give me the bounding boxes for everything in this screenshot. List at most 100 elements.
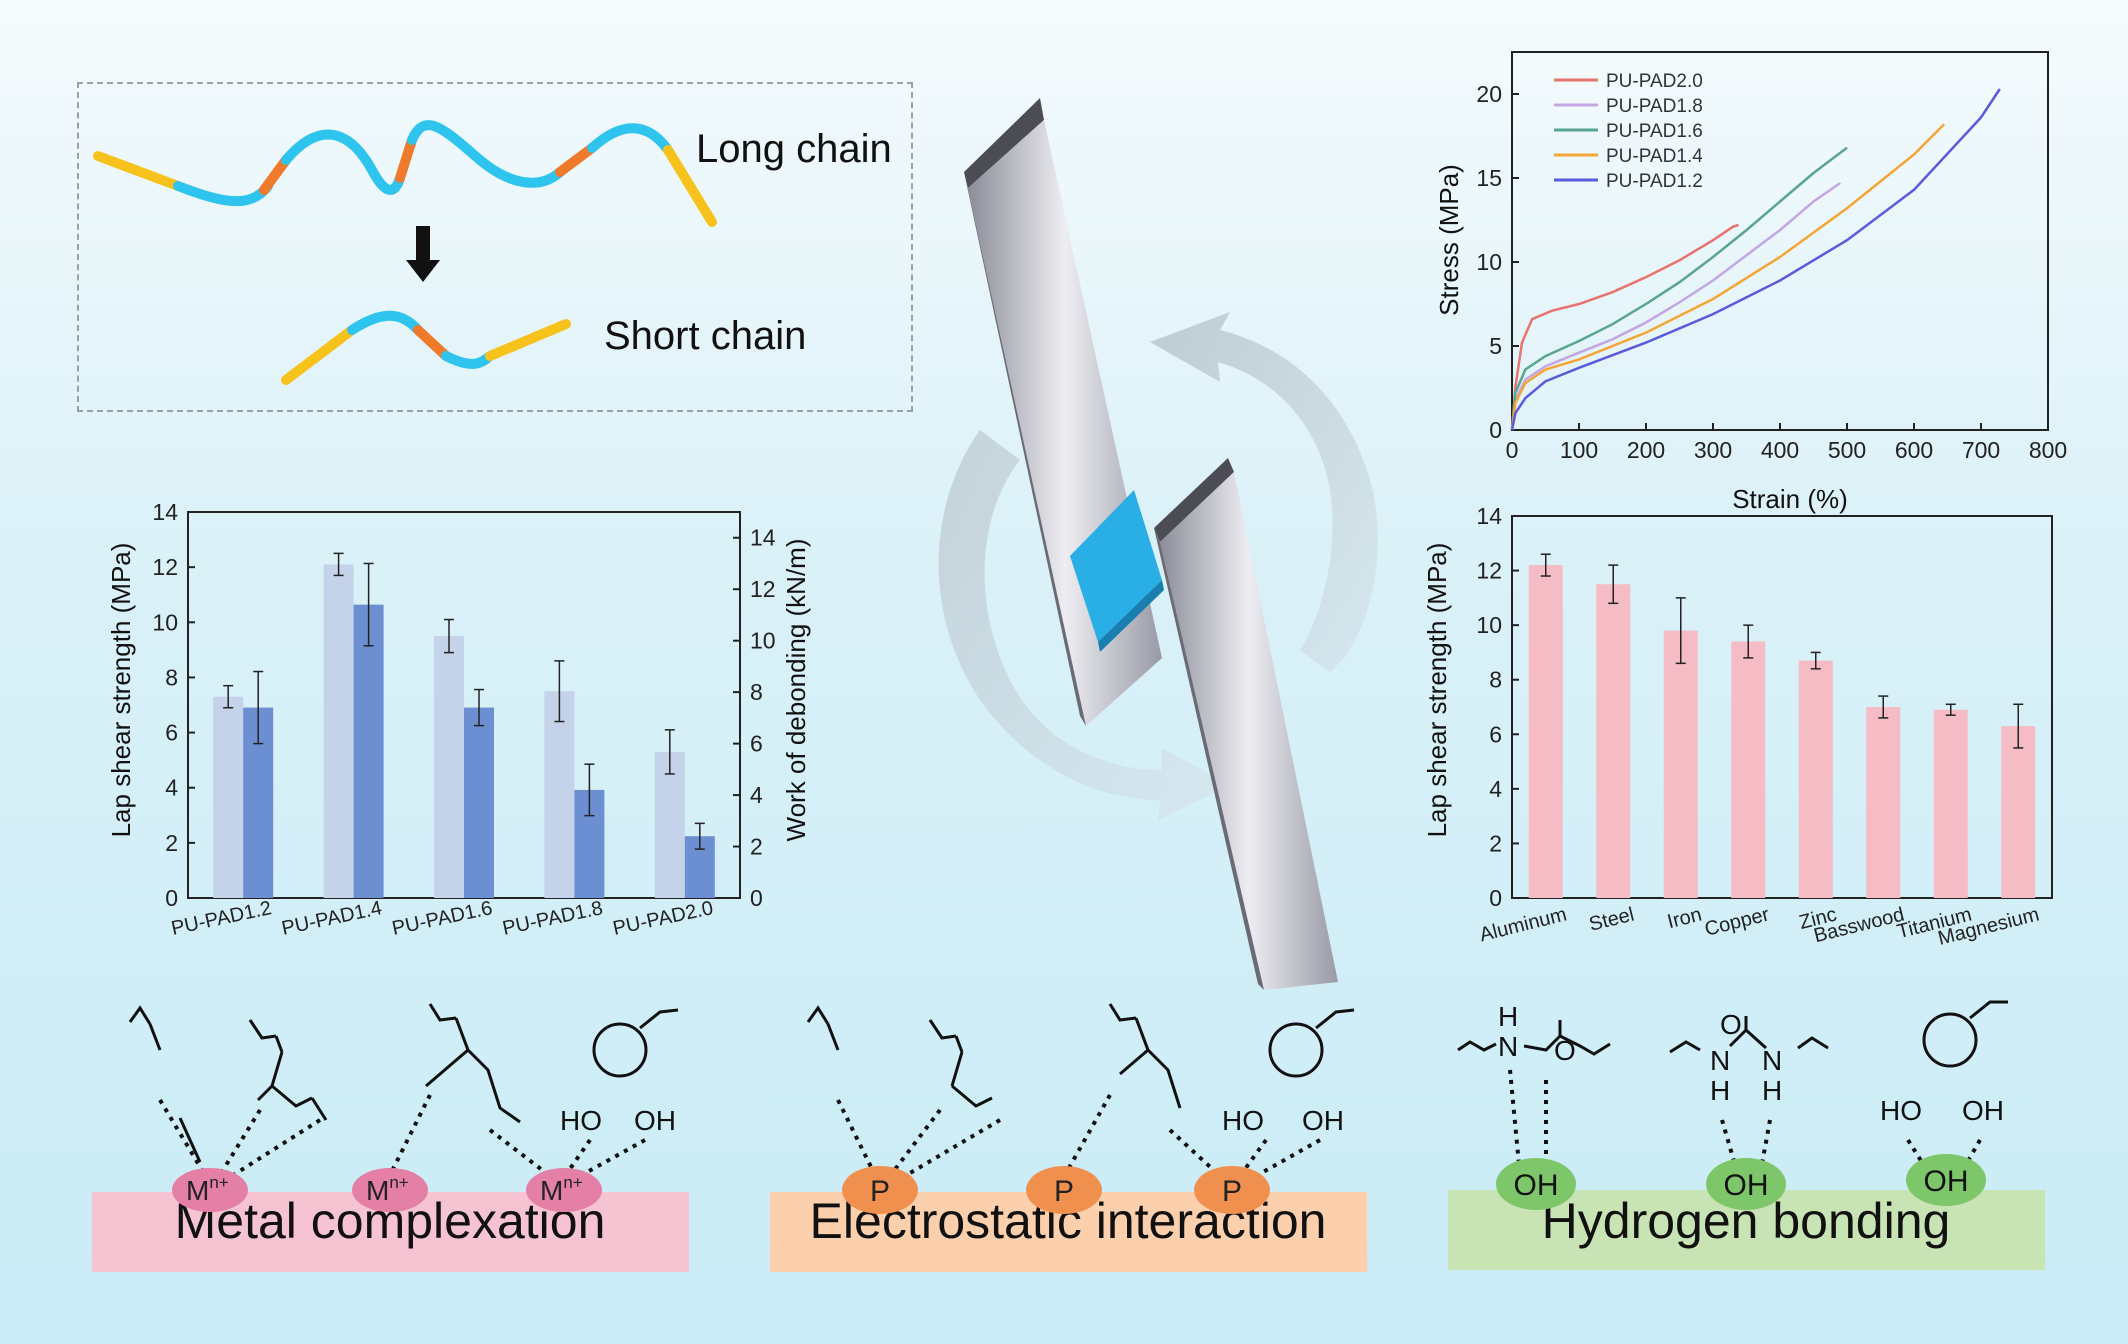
mechanism-panels: Metal complexation Electrostatic interac…	[92, 1000, 2045, 1272]
svg-text:Mn+: Mn+	[366, 1173, 409, 1206]
x-tick-label: 400	[1761, 437, 1799, 463]
svg-text:N: N	[1710, 1045, 1730, 1076]
y-tick-label: 10	[1476, 249, 1502, 275]
y2-tick-label: 6	[750, 731, 763, 757]
y-tick-label: 12	[1476, 558, 1502, 584]
y-tick-label: 14	[1476, 503, 1502, 529]
catechol-ho-1: HO	[560, 1105, 602, 1136]
bar-zinc	[1798, 660, 1833, 898]
bar-aluminum	[1528, 565, 1563, 898]
lap-joint-illustration	[938, 98, 1378, 990]
x-tick-label: PU-PAD1.2	[169, 897, 273, 940]
bar-lap-shear	[323, 564, 354, 898]
catechol-ho-3: HO	[1880, 1095, 1922, 1126]
x-tick-label: PU-PAD2.0	[611, 897, 715, 940]
x-tick-label: 500	[1828, 437, 1866, 463]
x-tick-label: 700	[1962, 437, 2000, 463]
x-tick-label: 300	[1694, 437, 1732, 463]
svg-text:OH: OH	[1924, 1165, 1969, 1198]
p-badge	[1194, 1166, 1270, 1214]
svg-text:Mn+: Mn+	[540, 1173, 583, 1206]
oh-badges: OH OH OH	[1496, 1154, 1986, 1210]
metal-ion-badge	[352, 1168, 428, 1212]
y-tick-label: 2	[165, 830, 178, 856]
y2-tick-label: 10	[750, 628, 776, 654]
long-chain-label: Long chain	[696, 127, 892, 171]
svg-text:H: H	[1710, 1075, 1730, 1106]
y-tick-label: 20	[1476, 81, 1502, 107]
bar-lap-shear	[544, 691, 575, 898]
lower-plate	[1154, 458, 1338, 990]
rotation-arrow-right	[1150, 312, 1378, 672]
metal-ion-badges: Mn+ Mn+ Mn+	[172, 1168, 602, 1212]
y2-tick-label: 2	[750, 834, 763, 860]
y-tick-label: 6	[1489, 721, 1502, 747]
svg-text:P: P	[1054, 1175, 1074, 1208]
y-tick-label: 0	[165, 885, 178, 911]
coordination-lines-1	[158, 1094, 646, 1178]
oh-badge	[1706, 1158, 1786, 1210]
short-chain	[281, 310, 571, 385]
stress-strain-xlabel: Strain (%)	[1732, 484, 1848, 514]
bar-magnesium	[2001, 726, 2036, 898]
series-line-pu-pad1.6	[1510, 146, 1848, 431]
metal-ion-badge	[172, 1168, 248, 1212]
bar-steel	[1596, 584, 1631, 898]
x-tick-label: Copper	[1702, 903, 1771, 940]
y-tick-label: 4	[1489, 776, 1502, 802]
y2-tick-label: 12	[750, 576, 776, 602]
catechol-oh-1: OH	[634, 1105, 676, 1136]
down-arrow-icon	[406, 226, 440, 282]
oh-badge	[1906, 1154, 1986, 1206]
y-tick-label: 5	[1489, 333, 1502, 359]
y-tick-label: 12	[152, 554, 178, 580]
svg-text:O: O	[1554, 1035, 1576, 1066]
svg-text:N: N	[1762, 1045, 1782, 1076]
series-line-pu-pad1.8	[1510, 181, 1842, 431]
y-tick-label: 0	[1489, 885, 1502, 911]
y-tick-label: 14	[152, 500, 178, 525]
bar-lap-shear	[654, 751, 685, 898]
upper-plate	[964, 98, 1162, 726]
x-tick-label: 100	[1560, 437, 1598, 463]
catechol-oh-2: OH	[1302, 1105, 1344, 1136]
x-tick-label: Iron	[1665, 904, 1704, 934]
stress-strain-chart: 0 100 200 300 400 500 600 700 800 0 5 10 15 20 PU-PAD…	[1434, 51, 2067, 514]
svg-text:O: O	[1720, 1009, 1742, 1040]
lap-shear-pad-y2label: Work of debonding (kN/m)	[781, 539, 811, 842]
x-tick-label: 800	[2029, 437, 2067, 463]
chain-panel-frame	[77, 82, 913, 412]
y2-tick-label: 14	[750, 525, 776, 551]
svg-text:P: P	[1222, 1175, 1242, 1208]
y2-tick-label: 8	[750, 679, 763, 705]
oh-badge	[1496, 1158, 1576, 1210]
x-tick-label: PU-PAD1.6	[390, 897, 494, 940]
bar-basswood	[1866, 707, 1901, 898]
coordination-lines-2	[836, 1094, 1321, 1178]
y-tick-label: 15	[1476, 165, 1502, 191]
molecules-panel-3	[1457, 1000, 2008, 1068]
x-tick-label: 0	[1506, 437, 1519, 463]
x-tick-label: 200	[1627, 437, 1665, 463]
y-tick-label: 6	[165, 720, 178, 746]
metal-ion-badge	[526, 1168, 602, 1212]
y-tick-label: 4	[165, 775, 178, 801]
y-tick-label: 10	[152, 609, 178, 635]
bar-iron	[1663, 630, 1698, 898]
stress-strain-ylabel: Stress (MPa)	[1434, 164, 1464, 316]
legend-label: PU-PAD1.8	[1606, 96, 1703, 117]
p-badges: P P P	[842, 1166, 1270, 1214]
substrate-plot-frame	[1511, 515, 2053, 899]
bar-titanium	[1933, 709, 1968, 898]
series-line-pu-pad1.4	[1510, 123, 1946, 431]
series-line-pu-pad1.2	[1510, 88, 2001, 431]
legend-label: PU-PAD1.6	[1606, 121, 1703, 142]
y-tick-label: 10	[1476, 612, 1502, 638]
chain-panel: Long chain Short chain	[93, 120, 892, 385]
legend-label: PU-PAD1.2	[1606, 171, 1703, 192]
molecules-panel-2	[806, 1003, 1355, 1109]
rotation-arrow-left	[938, 430, 1230, 820]
stress-strain-plot-frame	[1511, 51, 2049, 431]
